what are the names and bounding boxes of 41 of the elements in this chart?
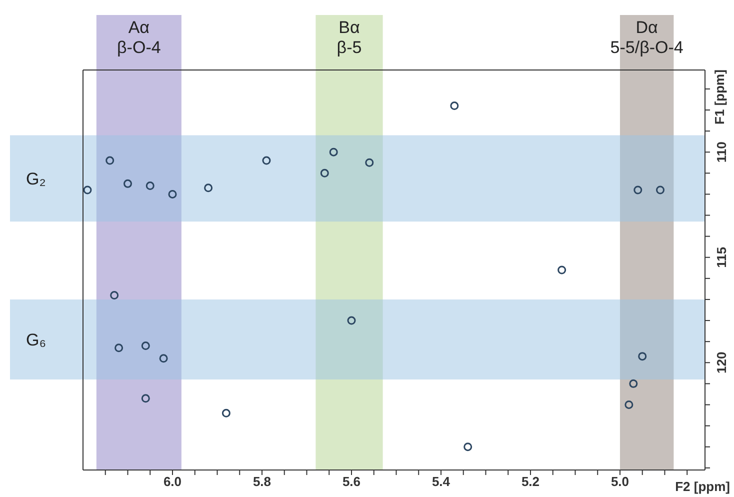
point — [262, 156, 271, 165]
point — [141, 342, 150, 350]
point — [624, 400, 634, 409]
point — [124, 179, 132, 188]
point — [204, 184, 213, 192]
y-tick-label: 110 — [714, 142, 729, 163]
band-label: G₆ — [26, 330, 46, 350]
point — [141, 394, 150, 403]
y-tick-label: 115 — [714, 246, 729, 268]
point — [146, 182, 154, 190]
band-label: Aα β-O-4 — [117, 18, 161, 57]
point — [558, 266, 566, 274]
band-label: Bα β-5 — [336, 18, 362, 57]
band-label: G₂ — [26, 169, 46, 188]
point — [110, 291, 119, 300]
point — [320, 168, 329, 178]
x-tick-label: 5.6 — [342, 474, 361, 490]
point — [106, 156, 114, 165]
point — [329, 148, 338, 156]
point — [638, 352, 647, 361]
point — [656, 186, 664, 194]
point — [114, 344, 124, 352]
y-tick-label: 120 — [714, 352, 729, 374]
x-tick-label: 6.0 — [163, 474, 182, 490]
point — [634, 186, 642, 194]
point — [347, 316, 356, 325]
x-tick-label: 5.4 — [432, 474, 451, 490]
point — [629, 379, 638, 388]
y-axis-title: F1 [ppm] — [712, 70, 727, 124]
point — [83, 186, 92, 194]
point — [464, 442, 472, 452]
point — [159, 354, 168, 363]
band-label: Dα 5-5/β-O-4 — [610, 18, 684, 57]
point — [365, 158, 374, 167]
x-tick-label: 5.2 — [521, 474, 540, 490]
point — [222, 408, 230, 418]
point — [168, 190, 177, 198]
x-tick-label: 5.0 — [610, 474, 630, 490]
x-axis-title: F2 [ppm] — [675, 479, 730, 494]
point — [450, 102, 459, 110]
x-tick-label: 5.8 — [252, 474, 272, 490]
